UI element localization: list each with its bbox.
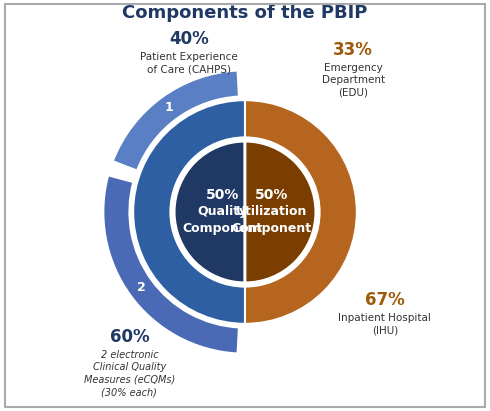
Text: 67%: 67% <box>365 291 405 309</box>
Wedge shape <box>133 100 245 324</box>
Text: 50%: 50% <box>206 188 239 202</box>
Text: 33%: 33% <box>333 41 373 59</box>
Text: Quality: Quality <box>197 206 248 219</box>
Text: Patient Experience
of Care (CAHPS): Patient Experience of Care (CAHPS) <box>140 52 238 74</box>
Text: 2: 2 <box>137 281 146 294</box>
Wedge shape <box>245 100 357 324</box>
Wedge shape <box>245 141 316 283</box>
Text: 50%: 50% <box>254 188 288 202</box>
Text: Component: Component <box>231 222 311 235</box>
Text: 40%: 40% <box>169 30 209 48</box>
Wedge shape <box>113 71 239 171</box>
Text: Inpatient Hospital
(IHU): Inpatient Hospital (IHU) <box>339 313 431 335</box>
Text: Emergency
Department
(EDU): Emergency Department (EDU) <box>321 63 385 98</box>
Wedge shape <box>245 141 316 283</box>
Wedge shape <box>174 141 245 283</box>
Text: 2 electronic
Clinical Quality
Measures (eCQMs)
(30% each): 2 electronic Clinical Quality Measures (… <box>84 350 175 397</box>
Text: Component: Component <box>183 222 263 235</box>
Text: Components of the PBIP: Components of the PBIP <box>122 4 368 22</box>
Wedge shape <box>174 141 245 283</box>
Text: Utilization: Utilization <box>235 206 307 219</box>
Wedge shape <box>171 137 319 286</box>
Wedge shape <box>103 175 239 353</box>
Text: 1: 1 <box>165 102 174 114</box>
Text: 60%: 60% <box>110 328 149 346</box>
